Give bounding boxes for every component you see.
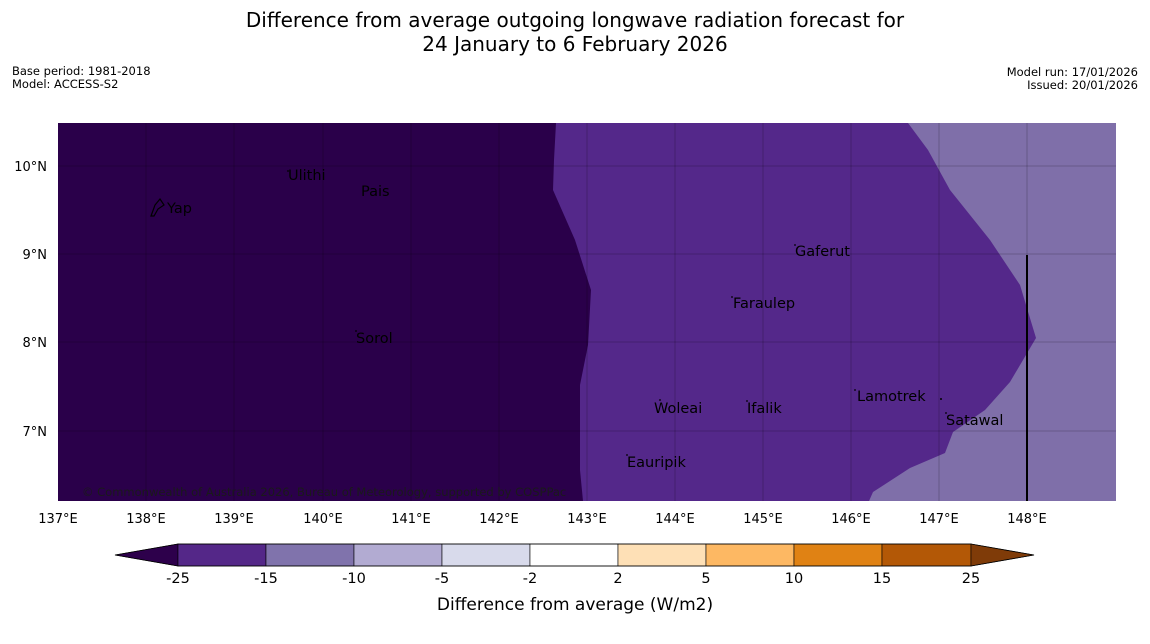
dot-eauripik <box>626 454 628 456</box>
meta-left: Base period: 1981-2018 Model: ACCESS-S2 <box>12 65 151 91</box>
place-gaferut: Gaferut <box>795 244 850 260</box>
region-light <box>869 123 1116 501</box>
cb-label-3: -5 <box>435 571 449 587</box>
lat-axis: 10°N 9°N 8°N 7°N <box>14 160 47 440</box>
lon-tick-142: 142°E <box>479 512 519 527</box>
cb-label-1: -15 <box>254 571 278 587</box>
map-panel: Ulithi Pais Yap Gaferut Faraulep Sorol L… <box>58 123 1116 501</box>
place-eauripik: Eauripik <box>627 455 686 471</box>
colorbar-swatch-3 <box>353 543 443 567</box>
place-sorol: Sorol <box>356 331 393 347</box>
dot-gaferut <box>794 244 796 246</box>
cb-label-9: 25 <box>962 571 980 587</box>
colorbar-swatch-5 <box>529 543 619 567</box>
dot-satawal <box>945 412 947 414</box>
colorbar-swatch-4 <box>441 543 531 567</box>
colorbar-swatch-8 <box>793 543 883 567</box>
colorbar-swatch-6 <box>617 543 707 567</box>
place-ulithi: Ulithi <box>288 168 326 184</box>
place-labels: Ulithi Pais Yap Gaferut Faraulep Sorol L… <box>166 168 1003 471</box>
colorbar-swatch-7 <box>705 543 795 567</box>
atoll-dots <box>287 170 947 456</box>
lon-tick-137: 137°E <box>38 512 78 527</box>
map-title: Difference from average outgoing longwav… <box>0 8 1150 56</box>
lat-tick-9: 9°N <box>23 248 48 263</box>
cb-label-8: 15 <box>873 571 891 587</box>
place-faraulep: Faraulep <box>733 296 795 312</box>
cb-label-6: 5 <box>701 571 710 587</box>
lon-tick-144: 144°E <box>655 512 695 527</box>
cb-label-0: -25 <box>166 571 190 587</box>
colorbar-swatch-2 <box>265 543 355 567</box>
dot-sorol <box>355 330 357 332</box>
lat-tick-7: 7°N <box>23 425 48 440</box>
colorbar-title: Difference from average (W/m2) <box>437 595 713 615</box>
dot-woleai <box>659 399 661 401</box>
colorbar-labels: -25 -15 -10 -5 -2 2 5 10 15 25 <box>166 571 980 587</box>
place-satawal: Satawal <box>946 413 1003 429</box>
lon-tick-141: 141°E <box>391 512 431 527</box>
colorbar-swatch-1 <box>177 543 267 567</box>
colorbar-swatch-9 <box>881 543 972 567</box>
cb-label-5: 2 <box>613 571 622 587</box>
model-name: Model: ACCESS-S2 <box>12 77 119 91</box>
title-line-1: Difference from average outgoing longwav… <box>245 8 905 32</box>
place-lamotrek: Lamotrek <box>857 389 926 405</box>
meta-right: Model run: 17/01/2026 Issued: 20/01/2026 <box>1007 66 1138 92</box>
issued-date: Issued: 20/01/2026 <box>1027 78 1138 92</box>
lon-tick-143: 143°E <box>567 512 607 527</box>
colorbar-outline <box>114 543 1035 567</box>
lon-tick-140: 140°E <box>303 512 343 527</box>
colorbar-arrow-left <box>114 543 179 567</box>
colorbar: -25 -15 -10 -5 -2 2 5 10 15 25 Differenc… <box>114 543 1035 615</box>
place-woleai: Woleai <box>654 401 702 417</box>
place-pais: Pais <box>361 184 390 200</box>
dot-lamotrek <box>854 389 856 391</box>
colorbar-arrow-right <box>970 543 1035 567</box>
lon-tick-145: 145°E <box>743 512 783 527</box>
cb-label-2: -10 <box>342 571 366 587</box>
cb-label-4: -2 <box>523 571 537 587</box>
dot-ifalik <box>746 400 748 402</box>
lat-tick-8: 8°N <box>23 336 48 351</box>
lon-tick-138: 138°E <box>126 512 166 527</box>
lat-tick-10: 10°N <box>14 160 47 175</box>
title-line-2: 24 January to 6 February 2026 <box>422 32 728 56</box>
place-ifalik: Ifalik <box>747 401 782 417</box>
base-period: Base period: 1981-2018 <box>12 64 151 78</box>
dot-lamotrek-2 <box>940 398 942 400</box>
lon-tick-139: 139°E <box>214 512 254 527</box>
lon-tick-148: 148°E <box>1007 512 1047 527</box>
dot-faraulep <box>731 296 733 298</box>
model-run: Model run: 17/01/2026 <box>1006 65 1138 79</box>
lon-tick-147: 147°E <box>919 512 959 527</box>
place-yap: Yap <box>166 201 192 217</box>
dot-ulithi <box>287 170 289 172</box>
yap-island <box>150 197 165 217</box>
lon-tick-146: 146°E <box>831 512 871 527</box>
cb-label-7: 10 <box>785 571 803 587</box>
lon-axis: 137°E 138°E 139°E 140°E 141°E 142°E 143°… <box>38 512 1047 527</box>
copyright-notice: © Commonwealth of Australia 2026, Bureau… <box>82 485 566 499</box>
